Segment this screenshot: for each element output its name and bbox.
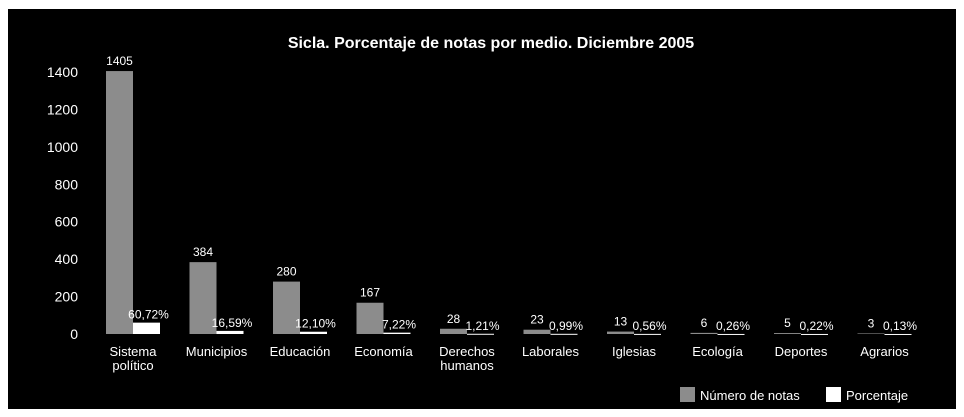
bar-numero-de-notas	[273, 281, 300, 334]
x-tick-label: Economía	[354, 344, 413, 359]
data-label-porcentaje: 16,59%	[212, 316, 253, 330]
bar-numero-de-notas	[523, 329, 551, 334]
bar-numero-de-notas	[106, 71, 133, 335]
y-axis: 0 200 400 600 800 1000 1200 1400	[47, 64, 78, 342]
data-label-numero-de-notas: 280	[276, 265, 296, 279]
y-tick-label: 1000	[47, 139, 78, 155]
bar-porcentaje	[300, 331, 327, 334]
bar-numero-de-notas	[690, 332, 718, 334]
bar-porcentaje	[634, 333, 661, 335]
x-tick-label: Educación	[270, 344, 331, 359]
data-label-porcentaje: 60,72%	[128, 308, 169, 322]
data-label-numero-de-notas: 1405	[106, 54, 133, 68]
data-label-numero-de-notas: 384	[193, 245, 213, 259]
bar-porcentaje	[383, 332, 411, 334]
y-tick-label: 400	[55, 251, 79, 267]
bar-porcentaje	[550, 333, 578, 335]
bar-porcentaje	[801, 333, 828, 335]
data-label-numero-de-notas: 28	[447, 312, 461, 326]
data-label-numero-de-notas: 13	[614, 315, 628, 329]
bar-porcentaje	[216, 330, 244, 334]
bar-porcentaje	[884, 333, 912, 335]
y-tick-label: 1200	[47, 101, 78, 117]
legend-swatch-numero-de-notas	[680, 387, 695, 402]
data-label-porcentaje: 0,26%	[716, 319, 750, 333]
x-tick-label: Municipios	[186, 344, 248, 359]
legend: Número de notas Porcentaje	[680, 387, 908, 403]
bar-numero-de-notas	[607, 331, 634, 334]
bar-porcentaje	[717, 333, 745, 335]
data-label-porcentaje: 7,22%	[382, 318, 416, 332]
data-label-porcentaje: 0,56%	[632, 319, 666, 333]
x-tick-label: Agrarios	[860, 344, 909, 359]
data-label-porcentaje: 12,10%	[295, 317, 336, 331]
x-tick-label: Deportes	[775, 344, 828, 359]
chart-frame	[8, 9, 956, 409]
legend-swatch-porcentaje	[826, 387, 841, 402]
x-tick-label: Sistema político	[110, 344, 158, 373]
data-label-porcentaje: 0,99%	[549, 319, 583, 333]
x-tick-label: Ecología	[692, 344, 743, 359]
data-label-porcentaje: 1,21%	[465, 319, 499, 333]
bar-numero-de-notas	[356, 302, 384, 334]
data-label-numero-de-notas: 3	[868, 316, 875, 330]
bar-porcentaje	[133, 322, 160, 334]
y-tick-label: 0	[70, 326, 78, 342]
bar-numero-de-notas	[440, 328, 467, 334]
category-labels: Sistema político Municipios Educación Econom…	[110, 344, 910, 373]
y-tick-label: 800	[55, 176, 79, 192]
data-label-porcentaje: 0,22%	[799, 319, 833, 333]
x-tick-label: Derechos humanos	[439, 344, 495, 373]
data-label-numero-de-notas: 167	[360, 286, 380, 300]
legend-label-numero-de-notas: Número de notas	[700, 388, 800, 403]
legend-label-porcentaje: Porcentaje	[846, 388, 908, 403]
bar-numero-de-notas	[189, 262, 217, 334]
y-tick-label: 1400	[47, 64, 78, 80]
y-tick-label: 600	[55, 214, 79, 230]
bar-numero-de-notas	[857, 333, 885, 334]
y-tick-label: 200	[55, 289, 79, 305]
x-tick-label: Iglesias	[612, 344, 657, 359]
bar-porcentaje	[467, 333, 494, 335]
data-label-numero-de-notas: 23	[530, 313, 544, 327]
data-label-numero-de-notas: 5	[784, 316, 791, 330]
data-label-numero-de-notas: 6	[701, 316, 708, 330]
chart-title: Sicla. Porcentaje de notas por medio. Di…	[288, 35, 694, 52]
bar-numero-de-notas	[774, 333, 801, 334]
data-label-porcentaje: 0,13%	[883, 319, 917, 333]
bars: 1405 60,72% 384 16,59% 280 12,10% 167 7,22% 28 1,…	[106, 54, 917, 335]
x-tick-label: Laborales	[522, 344, 580, 359]
